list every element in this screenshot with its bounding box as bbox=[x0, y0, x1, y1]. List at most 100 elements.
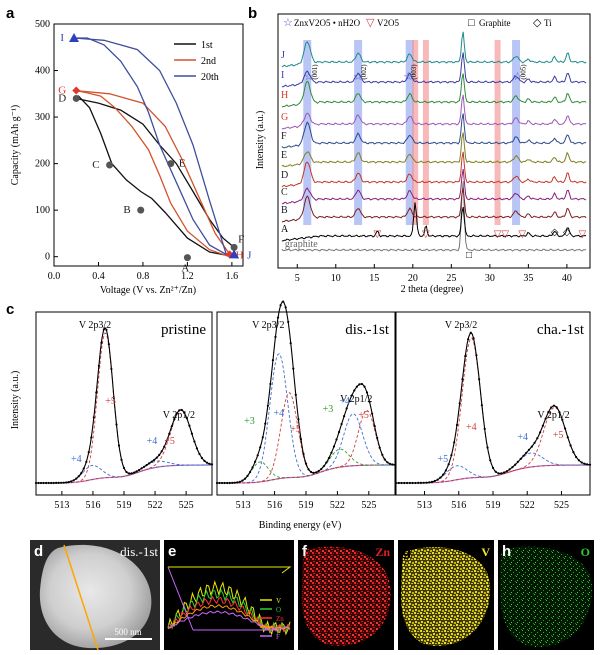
xps-data-point bbox=[57, 481, 60, 484]
xps-data-point bbox=[472, 337, 475, 340]
xps-data-point bbox=[527, 448, 531, 451]
xps-data-point bbox=[355, 385, 358, 388]
xps-data-point bbox=[266, 404, 269, 407]
legend-label: Graphite bbox=[479, 18, 511, 28]
linescan-profile bbox=[167, 595, 291, 633]
panel-b-x-ticks: 5 10 15 20 25 30 35 40 bbox=[295, 264, 572, 284]
xps-data-point bbox=[50, 481, 53, 485]
xps-data-point bbox=[85, 460, 88, 463]
trace-label-F: F bbox=[281, 131, 287, 142]
panel-c-x-axis-label: Binding energy (eV) bbox=[259, 520, 342, 531]
panel-b-phase-markers: ☆ ☆ ☆ ☆▽ ▽ ▽ ▽ ▽ ▽□◇ ◇ bbox=[304, 71, 587, 261]
oxidation-state-label: +5 bbox=[290, 424, 301, 435]
xps-data-point bbox=[135, 470, 138, 473]
state-label-H: H bbox=[236, 249, 244, 261]
xps-data-point bbox=[315, 471, 318, 474]
v-map-label: V bbox=[481, 545, 490, 559]
highlight-band-blue bbox=[303, 40, 312, 225]
xps-data-point bbox=[555, 406, 558, 409]
state-marker-D bbox=[72, 94, 80, 102]
xps-data-point bbox=[376, 436, 379, 439]
y-tick-label: 200 bbox=[35, 159, 50, 170]
xps-subplot-title: pristine bbox=[161, 322, 206, 338]
x-tick-label: 525 bbox=[554, 500, 569, 511]
xps-data-point bbox=[330, 451, 333, 454]
xps-data-point bbox=[422, 481, 425, 484]
y-tick-label: 400 bbox=[35, 66, 50, 77]
state-label-J: J bbox=[247, 249, 252, 261]
xps-data-point bbox=[37, 481, 40, 485]
xps-component-fit bbox=[217, 448, 395, 484]
xps-data-point bbox=[215, 481, 219, 485]
band-label: (005) bbox=[520, 64, 528, 80]
peak-label-2p1: V 2p1/2 bbox=[163, 410, 195, 421]
xps-data-point bbox=[505, 470, 508, 473]
xps-data-point bbox=[397, 481, 400, 485]
xps-data-point bbox=[289, 342, 292, 345]
zn-map-signal bbox=[301, 546, 391, 647]
xps-data-point bbox=[287, 320, 290, 323]
xrd-trace-E bbox=[281, 132, 587, 168]
highlight-band-blue bbox=[354, 40, 363, 225]
xps-data-point bbox=[458, 402, 461, 405]
xps-data-point bbox=[406, 481, 409, 485]
panel-a-series bbox=[73, 37, 235, 258]
xps-data-point bbox=[254, 460, 257, 463]
highlight-band-red bbox=[494, 40, 501, 225]
xrd-trace-J bbox=[281, 31, 587, 68]
xps-data-point bbox=[233, 481, 236, 484]
marker-v2o5: ▽ bbox=[578, 229, 586, 240]
highlight-band-red bbox=[412, 40, 419, 225]
legend-label: 20th bbox=[201, 72, 219, 83]
xps-data-point bbox=[327, 457, 330, 460]
state-marker-F bbox=[230, 243, 238, 251]
oxidation-state-label: +5 bbox=[553, 430, 564, 441]
xps-data-point bbox=[221, 481, 224, 485]
xps-data-point bbox=[343, 415, 346, 418]
xps-data-point bbox=[238, 480, 241, 483]
highlight-band-blue bbox=[405, 40, 414, 225]
panel-letter-a: a bbox=[6, 5, 15, 22]
panel-b-y-axis-label: Intensity (a.u.) bbox=[255, 111, 266, 170]
trace-label-graphite: graphite bbox=[285, 239, 318, 250]
xps-data-point bbox=[173, 418, 176, 421]
marker-ti: ◇ bbox=[551, 227, 559, 238]
xps-data-point bbox=[52, 481, 55, 485]
xps-data-point bbox=[65, 481, 68, 484]
xps-data-point bbox=[117, 444, 121, 447]
xps-data-point bbox=[450, 454, 453, 457]
state-label-C: C bbox=[92, 159, 99, 171]
linescan-profiles bbox=[167, 566, 292, 636]
peak-label-2p1: V 2p1/2 bbox=[537, 410, 569, 421]
linescan-line bbox=[63, 544, 99, 651]
o-map-label: O bbox=[581, 545, 590, 559]
xps-data-point bbox=[138, 468, 141, 472]
xps-component-fit bbox=[217, 413, 395, 484]
xps-data-point bbox=[511, 466, 514, 469]
xps-data-point bbox=[160, 450, 163, 453]
xps-data-point bbox=[447, 463, 450, 466]
legend-symbol: ◇ bbox=[533, 17, 542, 29]
xps-component-fit bbox=[36, 332, 212, 484]
linescan-legend-label: Zn bbox=[276, 615, 284, 623]
xps-envelope bbox=[36, 326, 213, 484]
xps-data-point bbox=[140, 467, 143, 470]
xps-data-point bbox=[317, 469, 320, 473]
xps-data-point bbox=[92, 416, 95, 419]
xps-data-point bbox=[249, 470, 252, 474]
xps-data-point bbox=[408, 481, 411, 485]
xps-background bbox=[217, 464, 395, 484]
x-tick-label: 522 bbox=[148, 500, 163, 511]
xps-data-point bbox=[483, 427, 486, 430]
peak-label-2p3: V 2p3/2 bbox=[79, 320, 111, 331]
xps-data-point bbox=[491, 466, 495, 469]
xps-data-point bbox=[403, 481, 406, 485]
xps-data-point bbox=[575, 455, 578, 459]
xps-data-point bbox=[561, 418, 564, 421]
xps-data-point bbox=[223, 481, 226, 485]
xps-data-point bbox=[433, 479, 436, 483]
xps-data-point bbox=[552, 404, 556, 407]
panel-b-legend: ☆ ZnxV2O5 • nH2O ▽ V2O5 □ Graphite ◇ Ti bbox=[283, 17, 552, 29]
trace-label-H: H bbox=[281, 90, 288, 101]
